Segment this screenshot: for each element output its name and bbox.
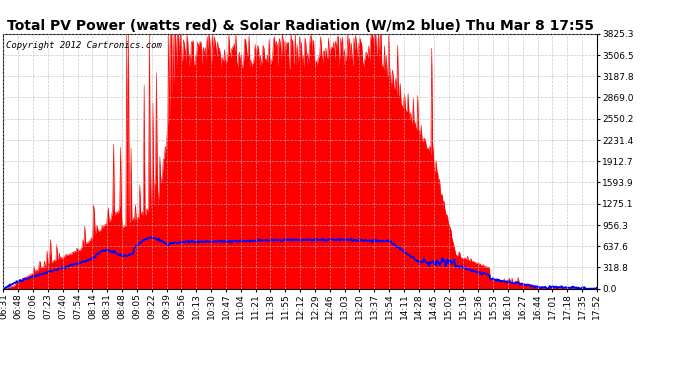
Title: Total PV Power (watts red) & Solar Radiation (W/m2 blue) Thu Mar 8 17:55: Total PV Power (watts red) & Solar Radia… (7, 19, 593, 33)
Text: Copyright 2012 Cartronics.com: Copyright 2012 Cartronics.com (6, 41, 162, 50)
